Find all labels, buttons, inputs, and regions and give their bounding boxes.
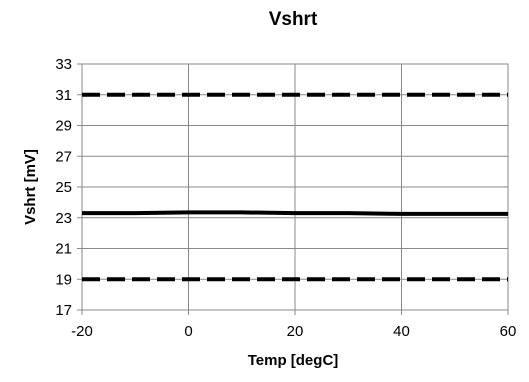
x-tick-label: 40 xyxy=(393,323,410,340)
y-tick-label: 21 xyxy=(55,241,72,258)
y-tick-label: 23 xyxy=(55,210,72,227)
plot-area-border xyxy=(81,63,509,311)
x-tick-label: 0 xyxy=(184,323,192,340)
x-axis-label: Temp [degC] xyxy=(248,352,339,369)
y-axis-tick-labels: 17 19 21 23 25 27 29 31 33 xyxy=(55,56,72,319)
y-axis-label: Vshrt [mV] xyxy=(22,149,39,225)
y-tick-label: 29 xyxy=(55,118,72,135)
y-tick-label: 19 xyxy=(55,271,72,288)
x-tick-label: 20 xyxy=(287,323,304,340)
y-tick-label: 31 xyxy=(55,87,72,104)
vshrt-series xyxy=(82,210,508,216)
x-tick-label: 60 xyxy=(500,323,517,340)
y-tick-label: 25 xyxy=(55,179,72,196)
x-axis-tick-labels: -20 0 20 40 60 xyxy=(71,323,516,340)
y-tick-label: 17 xyxy=(55,302,72,319)
chart-title: Vshrt xyxy=(269,9,318,30)
y-tick-label: 27 xyxy=(55,148,72,165)
x-tick-label: -20 xyxy=(71,323,93,340)
series-layer xyxy=(82,92,508,282)
y-tick-label: 33 xyxy=(55,56,72,73)
